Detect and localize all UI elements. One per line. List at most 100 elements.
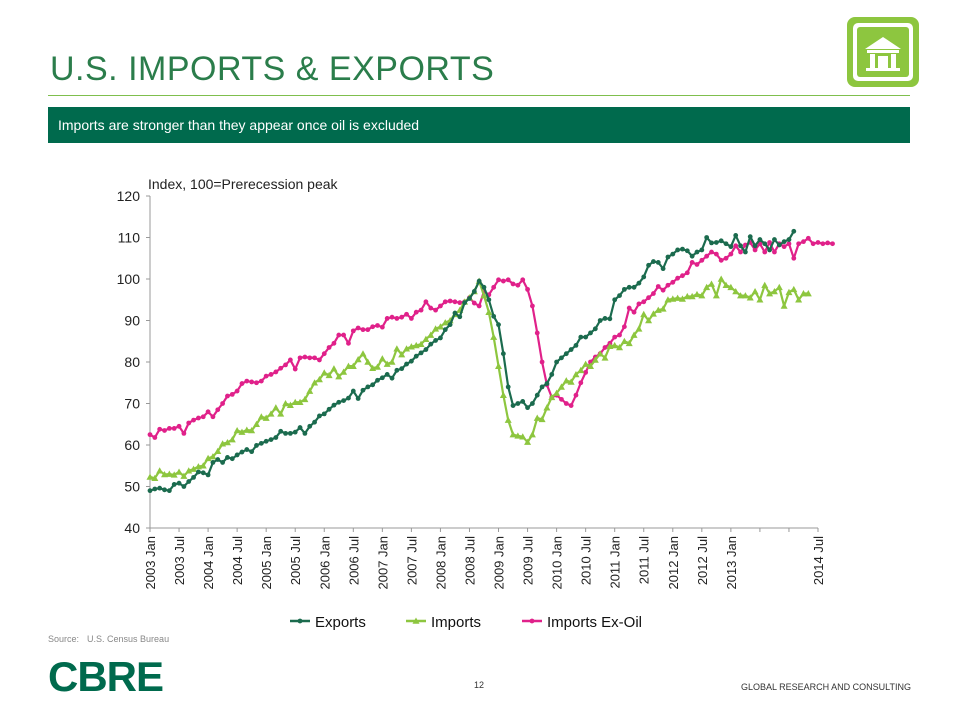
data-point-exports: [500, 351, 506, 357]
data-point-imports-ex-oil: [258, 378, 264, 384]
data-point-imports-ex-oil: [418, 307, 424, 313]
data-point-exports: [375, 377, 380, 383]
data-point-imports: [301, 395, 309, 403]
data-point-imports: [780, 302, 788, 309]
data-point-imports: [591, 356, 599, 363]
data-point-imports: [703, 283, 711, 291]
data-point-imports: [233, 426, 241, 434]
data-point-imports-ex-oil: [733, 243, 739, 249]
page-title: U.S. IMPORTS & EXPORTS: [50, 50, 495, 88]
data-point-imports: [398, 351, 406, 358]
data-point-imports-ex-oil: [573, 392, 579, 398]
data-point-imports-ex-oil: [825, 240, 831, 246]
data-point-imports-ex-oil: [423, 299, 429, 305]
data-point-imports-ex-oil: [752, 247, 758, 253]
data-point-imports-ex-oil: [583, 369, 589, 375]
data-point-exports: [651, 259, 656, 264]
data-point-imports: [664, 296, 672, 303]
data-point-exports: [670, 251, 676, 257]
data-point-imports-ex-oil: [602, 345, 608, 350]
data-point-exports: [597, 318, 603, 323]
data-point-imports-ex-oil: [525, 286, 530, 292]
x-tick-label: 2012 Jul: [695, 536, 710, 585]
data-point-exports: [781, 239, 787, 245]
data-point-imports-ex-oil: [331, 340, 337, 346]
data-point-imports-ex-oil: [210, 414, 216, 420]
data-point-exports: [176, 480, 182, 486]
data-point-imports: [190, 465, 198, 472]
chart-legend: Exports Imports Imports Ex-Oil: [290, 614, 642, 631]
brand-logo: CBRE: [48, 653, 164, 700]
data-point-imports: [620, 337, 628, 345]
legend-marker: [297, 618, 303, 624]
data-point-imports: [441, 319, 449, 326]
data-point-imports-ex-oil: [283, 362, 288, 368]
data-point-exports: [438, 335, 443, 341]
data-point-imports-ex-oil: [670, 279, 676, 285]
data-point-imports: [572, 370, 580, 378]
data-point-imports: [577, 366, 585, 374]
data-point-imports: [514, 432, 522, 439]
data-point-imports: [495, 362, 503, 369]
data-point-exports: [239, 449, 245, 455]
data-point-imports-ex-oil: [341, 332, 347, 338]
data-point-imports-ex-oil: [375, 323, 380, 328]
data-point-imports: [156, 467, 164, 474]
data-point-exports: [583, 334, 589, 340]
data-point-exports: [147, 488, 153, 494]
legend-marker: [412, 617, 420, 624]
data-point-exports: [220, 460, 226, 465]
data-point-imports-ex-oil: [346, 340, 351, 346]
data-point-exports: [646, 262, 651, 268]
subtitle-banner: Imports are stronger than they appear on…: [48, 107, 910, 143]
data-point-imports: [388, 358, 396, 365]
data-point-imports: [194, 463, 202, 470]
source-label: Source:: [48, 634, 80, 644]
data-point-imports: [325, 371, 333, 379]
data-point-imports-ex-oil: [723, 255, 729, 261]
data-point-exports: [563, 351, 569, 357]
data-point-exports: [592, 326, 598, 332]
data-point-exports: [166, 488, 172, 494]
data-point-exports: [205, 472, 211, 478]
data-point-imports: [291, 398, 299, 406]
data-point-imports-ex-oil: [772, 249, 777, 255]
data-point-imports: [586, 362, 594, 369]
division-label: GLOBAL RESEARCH AND CONSULTING: [740, 682, 911, 692]
data-point-imports: [354, 356, 362, 363]
data-point-exports: [520, 399, 526, 404]
x-tick-label: 2003 Jul: [172, 536, 187, 585]
data-point-imports-ex-oil: [336, 332, 342, 338]
data-point-imports-ex-oil: [796, 241, 802, 247]
data-point-imports: [272, 404, 280, 411]
data-point-imports-ex-oil: [709, 249, 714, 255]
data-point-exports: [152, 486, 158, 492]
data-point-imports: [335, 373, 343, 380]
data-point-exports: [399, 366, 405, 372]
data-point-imports: [616, 343, 624, 351]
x-tick-label: 2008 Jul: [462, 536, 477, 585]
data-point-imports: [146, 473, 154, 480]
x-tick-label: 2004 Jul: [230, 536, 245, 585]
data-point-imports: [180, 472, 188, 479]
data-point-imports-ex-oil: [447, 298, 453, 304]
data-point-imports-ex-oil: [191, 417, 196, 423]
data-point-exports: [258, 440, 264, 446]
data-point-exports: [723, 241, 729, 247]
data-point-imports: [277, 410, 285, 417]
data-point-imports: [330, 365, 338, 372]
chart-axes: 40 50 60 70 80 90 100 110 120 2003 Jan 2003 Jul 200…: [117, 188, 826, 590]
data-point-exports: [776, 242, 782, 248]
data-point-imports: [359, 350, 367, 357]
subtitle-text: Imports are stronger than they appear on…: [58, 117, 420, 133]
data-point-imports-ex-oil: [307, 355, 313, 361]
y-tick-label: 70: [124, 396, 140, 412]
data-point-imports: [214, 447, 222, 455]
data-point-imports: [562, 377, 570, 384]
data-point-imports: [640, 310, 648, 318]
data-point-imports: [678, 295, 686, 302]
data-point-exports: [196, 469, 201, 475]
series-line-imports-ex-oil: [149, 237, 833, 439]
data-point-imports: [344, 362, 352, 369]
data-point-imports-ex-oil: [612, 334, 618, 340]
